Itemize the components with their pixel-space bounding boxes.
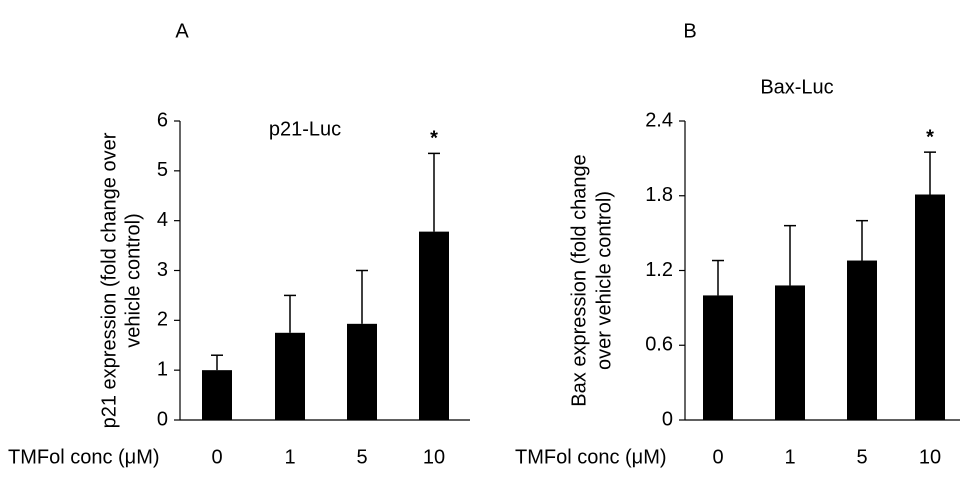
- bar: [275, 332, 305, 420]
- bar: [915, 194, 945, 420]
- chart-title: Bax-Luc: [760, 76, 833, 98]
- y-tick-label: 1: [157, 358, 168, 380]
- y-axis-label: vehicle control): [122, 213, 144, 348]
- x-tick-label: 5: [856, 446, 867, 468]
- bar: [703, 295, 733, 420]
- panel-label: A: [175, 20, 189, 42]
- x-tick-label: 1: [284, 446, 295, 468]
- y-tick-label: 0.6: [645, 334, 673, 356]
- y-tick-label: 6: [157, 109, 168, 131]
- y-axis-label: Bax expression (fold change: [568, 154, 590, 406]
- x-tick-label: 10: [919, 446, 941, 468]
- panel-label: B: [683, 20, 696, 42]
- y-tick-label: 5: [157, 159, 168, 181]
- y-tick-label: 4: [157, 209, 168, 231]
- bar: [202, 370, 232, 420]
- x-tick-label: 0: [211, 446, 222, 468]
- y-tick-label: 0: [157, 408, 168, 430]
- bar: [347, 323, 377, 420]
- bar: [775, 285, 805, 420]
- x-axis-label: TMFol conc (μM): [515, 446, 667, 468]
- x-axis-label: TMFol conc (μM): [8, 446, 160, 468]
- chart-title: p21-Luc: [269, 118, 341, 140]
- x-tick-label: 1: [784, 446, 795, 468]
- bar: [419, 231, 449, 420]
- y-tick-label: 1.8: [645, 184, 673, 206]
- y-tick-label: 2.4: [645, 109, 673, 131]
- x-tick-label: 10: [423, 446, 445, 468]
- x-tick-label: 5: [356, 446, 367, 468]
- x-tick-label: 0: [712, 446, 723, 468]
- y-axis-label: over vehicle control): [593, 191, 615, 370]
- y-axis-label: p21 expression (fold change over: [98, 132, 120, 428]
- y-tick-label: 0: [662, 408, 673, 430]
- significance-mark: *: [926, 126, 934, 148]
- bar: [847, 260, 877, 420]
- y-tick-label: 2: [157, 309, 168, 331]
- y-tick-label: 3: [157, 259, 168, 281]
- significance-mark: *: [430, 128, 438, 150]
- y-tick-label: 1.2: [645, 259, 673, 281]
